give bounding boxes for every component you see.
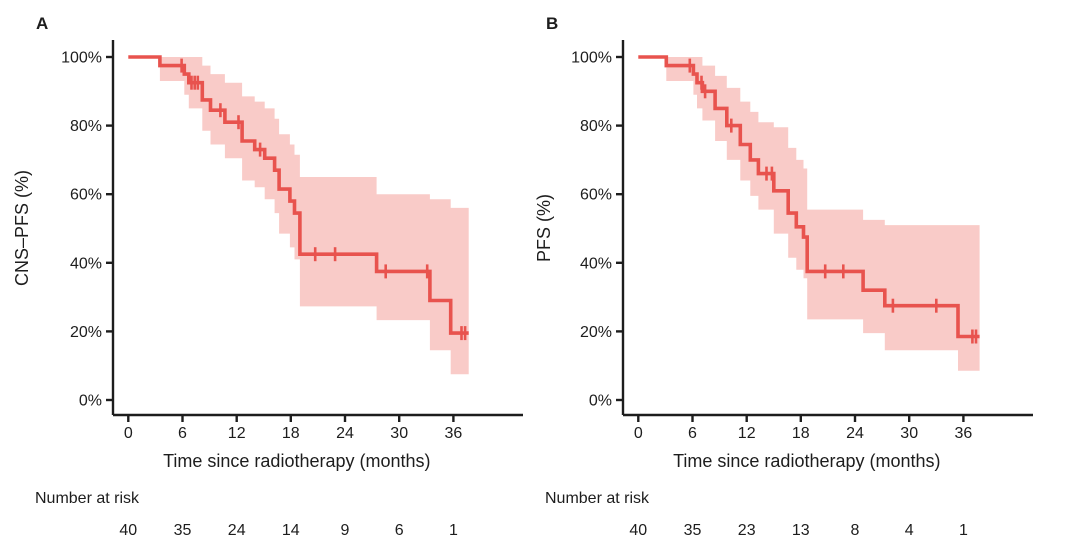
- risk-count: 40: [119, 522, 137, 539]
- x-tick-label: 36: [955, 425, 973, 442]
- risk-count: 24: [228, 522, 246, 539]
- number-at-risk-row: 40 35 23 13 8 4 1: [629, 522, 968, 539]
- y-axis-title: CNS–PFS (%): [12, 170, 32, 286]
- y-tick-label: 20%: [70, 324, 102, 341]
- x-tick-label: 0: [634, 425, 643, 442]
- y-tick-label: 40%: [70, 255, 102, 272]
- y-tick-label: 80%: [70, 118, 102, 135]
- x-tick-label: 12: [228, 425, 246, 442]
- risk-count: 14: [282, 522, 300, 539]
- risk-count: 9: [341, 522, 350, 539]
- y-tick-label: 0%: [79, 393, 102, 410]
- y-tick-label: 100%: [571, 50, 612, 67]
- censor-marks: [180, 58, 467, 341]
- risk-count: 13: [792, 522, 810, 539]
- x-tick-label: 18: [282, 425, 300, 442]
- y-tick-label: 0%: [589, 393, 612, 410]
- panel-a: 0% 20% 40% 60% 80% 100% 0 6 12 18 24 30 36 A CNS–PFS (…: [12, 14, 523, 539]
- risk-count: 40: [629, 522, 647, 539]
- y-tick-label: 60%: [580, 187, 612, 204]
- survival-curve: [638, 55, 980, 339]
- y-tick-label: 60%: [70, 187, 102, 204]
- x-tick-label: 24: [336, 425, 354, 442]
- risk-count: 1: [449, 522, 458, 539]
- x-tick-label: 24: [846, 425, 864, 442]
- x-tick-label: 6: [688, 425, 697, 442]
- confidence-band: [159, 57, 469, 375]
- y-tick-label: 20%: [580, 324, 612, 341]
- risk-count: 4: [905, 522, 914, 539]
- panel-label: B: [546, 14, 558, 33]
- x-tick-label: 30: [390, 425, 408, 442]
- y-tick-label: 100%: [61, 50, 102, 67]
- panel-label: A: [36, 14, 48, 33]
- number-at-risk-header: Number at risk: [35, 490, 140, 507]
- number-at-risk-row: 40 35 24 14 9 6 1: [119, 522, 458, 539]
- risk-count: 1: [959, 522, 968, 539]
- x-tick-label: 18: [792, 425, 810, 442]
- x-tick-label: 36: [445, 425, 463, 442]
- risk-count: 8: [851, 522, 860, 539]
- x-tick-label: 30: [900, 425, 918, 442]
- censor-marks: [688, 58, 978, 344]
- risk-count: 6: [395, 522, 404, 539]
- x-axis-title: Time since radiotherapy (months): [673, 451, 940, 471]
- x-tick-label: 0: [124, 425, 133, 442]
- y-tick-label: 80%: [580, 118, 612, 135]
- confidence-band: [666, 57, 980, 371]
- risk-count: 23: [738, 522, 756, 539]
- x-tick-label: 12: [738, 425, 756, 442]
- x-tick-label: 6: [178, 425, 187, 442]
- risk-count: 35: [174, 522, 192, 539]
- y-tick-label: 40%: [580, 255, 612, 272]
- y-axis-title: PFS (%): [534, 194, 554, 262]
- risk-count: 35: [684, 522, 702, 539]
- number-at-risk-header: Number at risk: [545, 490, 650, 507]
- survival-curve: [128, 55, 469, 335]
- x-axis-title: Time since radiotherapy (months): [163, 451, 430, 471]
